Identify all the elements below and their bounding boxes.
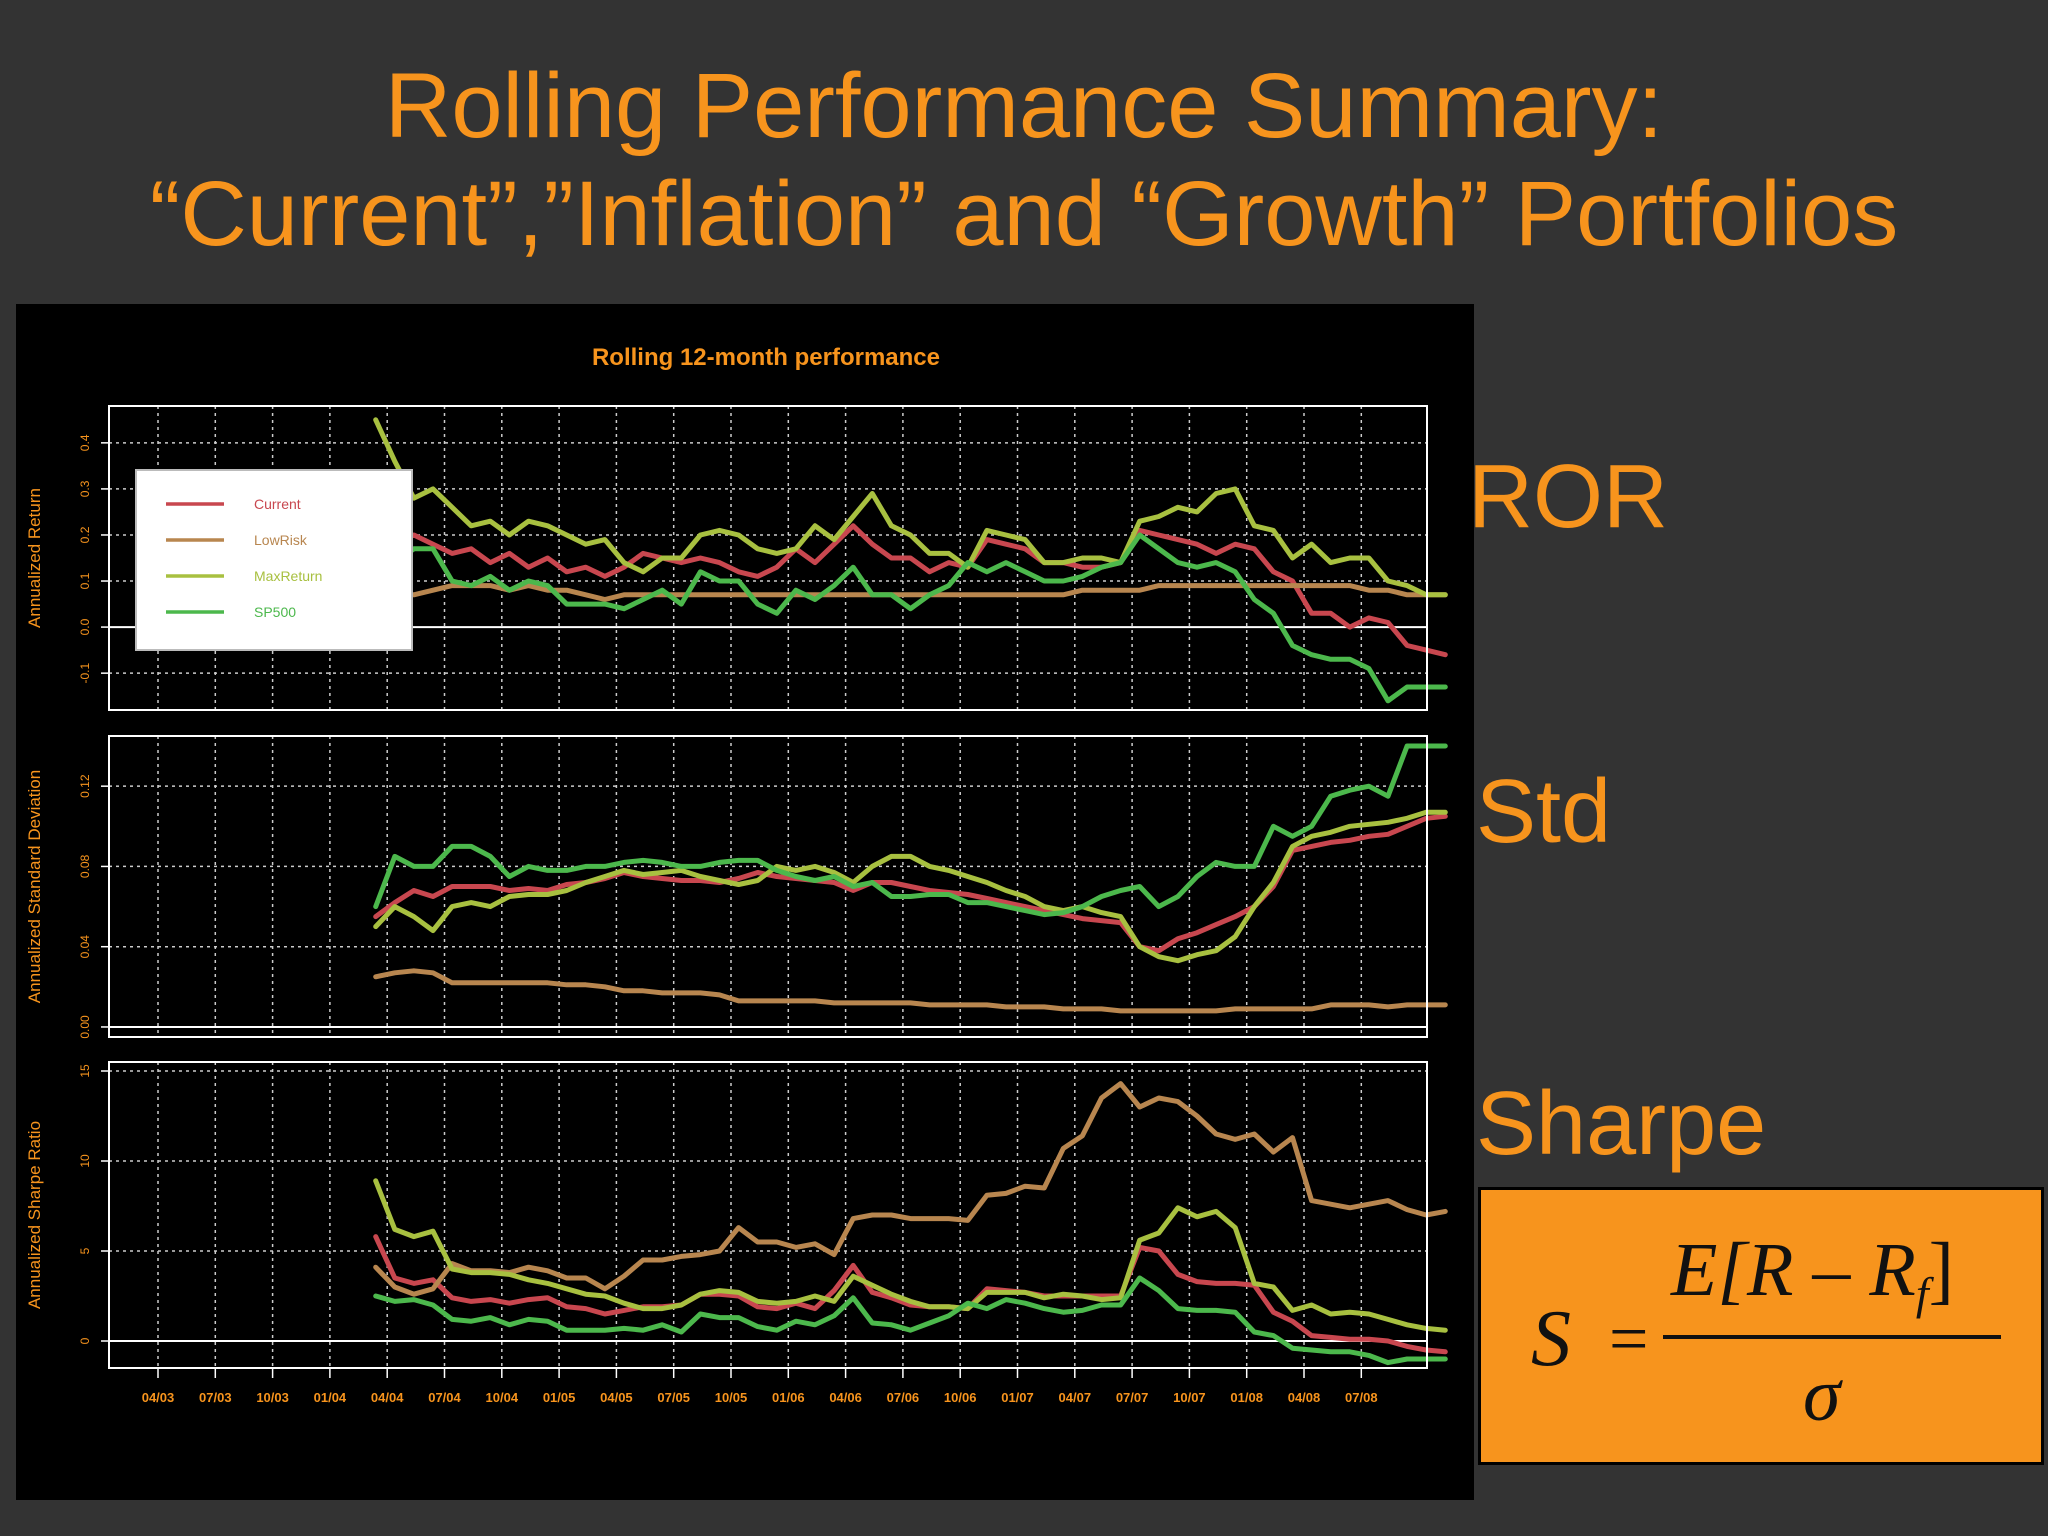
- panel-frame: [108, 735, 1428, 1038]
- x-tick-label: 04/07: [1059, 1390, 1092, 1405]
- series-line-lowrisk: [373, 1081, 1448, 1297]
- series-line-current: [373, 813, 1448, 954]
- x-tick-label: 04/06: [829, 1390, 862, 1405]
- y-tick-label: 0.04: [78, 935, 92, 959]
- rolling-performance-chart: Rolling 12-month performance -0.1 0.0 0.1 0.…: [16, 304, 1474, 1500]
- x-tick-label: 01/06: [772, 1390, 805, 1405]
- sharpe-label: Sharpe: [1476, 1074, 1767, 1174]
- x-tick-label: 04/04: [371, 1390, 404, 1405]
- std-label: Std: [1476, 762, 1612, 862]
- x-tick-label: 04/08: [1288, 1390, 1321, 1405]
- y-axis-label: Annualized Sharpe Ratio: [25, 1121, 44, 1309]
- y-axis-label: Annualized Return: [25, 488, 44, 628]
- y-tick-label: 10: [78, 1154, 92, 1168]
- y-tick-label: 0.4: [78, 434, 92, 451]
- x-tick-label: 07/06: [887, 1390, 920, 1405]
- chart-title: Rolling 12-month performance: [592, 344, 940, 371]
- x-tick-label: 07/07: [1116, 1390, 1149, 1405]
- x-tick-label: 01/08: [1230, 1390, 1263, 1405]
- panel-sharpe: 0 5 10 15 Annualized Sharpe Ratio: [25, 1061, 1448, 1369]
- y-tick-label: 0: [78, 1337, 92, 1344]
- y-tick-label: 0.1: [78, 572, 92, 589]
- x-tick-label: 01/04: [314, 1390, 347, 1405]
- x-tick-label: 07/03: [199, 1390, 232, 1405]
- y-tick-label: 0.08: [78, 854, 92, 878]
- y-tick-label: -0.1: [78, 662, 92, 683]
- x-tick-label: 01/07: [1001, 1390, 1034, 1405]
- formula-equals: =: [1609, 1301, 1648, 1378]
- legend-label-lowrisk: LowRisk: [254, 532, 308, 548]
- y-tick-label: 0.0: [78, 618, 92, 635]
- legend-label-maxreturn: MaxReturn: [254, 568, 322, 584]
- sharpe-formula: S = E[R – Rf] σ: [1478, 1187, 2044, 1465]
- series-line-current: [373, 1234, 1448, 1355]
- panel-frame: [108, 1061, 1428, 1369]
- legend-label-current: Current: [254, 496, 301, 512]
- x-tick-label: 07/04: [428, 1390, 461, 1405]
- y-tick-label: 15: [78, 1064, 92, 1078]
- slide-title: Rolling Performance Summary: “Current”,”…: [0, 52, 2048, 268]
- panel-frame: [108, 405, 1428, 711]
- series-line-maxreturn: [373, 417, 1448, 598]
- y-tick-label: 0.00: [78, 1015, 92, 1039]
- series-line-sp500: [373, 1275, 1448, 1366]
- sharpe-formula-svg: S = E[R – Rf] σ: [1531, 1228, 2001, 1437]
- slide-title-line2: “Current”,”Inflation” and “Growth” Portf…: [149, 163, 1899, 265]
- ror-label: ROR: [1468, 447, 1668, 547]
- formula-numerator-close: ]: [1929, 1228, 1954, 1312]
- series-line-lowrisk: [373, 583, 1448, 602]
- x-tick-label: 10/05: [715, 1390, 748, 1405]
- slide-title-line1: Rolling Performance Summary:: [384, 55, 1664, 157]
- series-line-sp500: [373, 743, 1448, 918]
- formula-denominator: σ: [1803, 1353, 1843, 1437]
- x-tick-label: 04/05: [600, 1390, 633, 1405]
- x-tick-label: 04/03: [142, 1390, 175, 1405]
- legend-box: [135, 469, 413, 651]
- series-line-sp500: [373, 532, 1448, 704]
- formula-lhs: S: [1531, 1295, 1571, 1383]
- y-tick-label: 5: [78, 1247, 92, 1254]
- x-tick-label: 07/08: [1345, 1390, 1378, 1405]
- y-tick-label: 0.3: [78, 480, 92, 497]
- x-tick-label: 10/04: [486, 1390, 519, 1405]
- chart-svg: Rolling 12-month performance -0.1 0.0 0.1 0.…: [25, 344, 1448, 1405]
- series-line-maxreturn: [373, 809, 1448, 964]
- y-tick-label: 0.2: [78, 526, 92, 543]
- x-tick-label: 07/05: [657, 1390, 690, 1405]
- formula-numerator-main: E[R – R: [1670, 1228, 1916, 1312]
- legend-label-sp500: SP500: [254, 604, 296, 620]
- series-line-lowrisk: [373, 968, 1448, 1014]
- x-tick-label: 10/03: [256, 1390, 289, 1405]
- y-tick-label: 0.12: [78, 774, 92, 798]
- panel-std: 0.00 0.04 0.08 0.12 Annualized Standard Devi…: [25, 735, 1448, 1039]
- legend: Current LowRisk MaxReturn SP500: [135, 469, 413, 651]
- x-tick-label: 10/06: [944, 1390, 977, 1405]
- series-line-current: [373, 523, 1448, 658]
- formula-numerator: E[R – Rf]: [1670, 1228, 1954, 1319]
- x-tick-label: 01/05: [543, 1390, 576, 1405]
- x-tick-label: 10/07: [1173, 1390, 1206, 1405]
- series-line-maxreturn: [373, 1178, 1448, 1333]
- y-axis-label: Annualized Standard Deviation: [25, 770, 44, 1003]
